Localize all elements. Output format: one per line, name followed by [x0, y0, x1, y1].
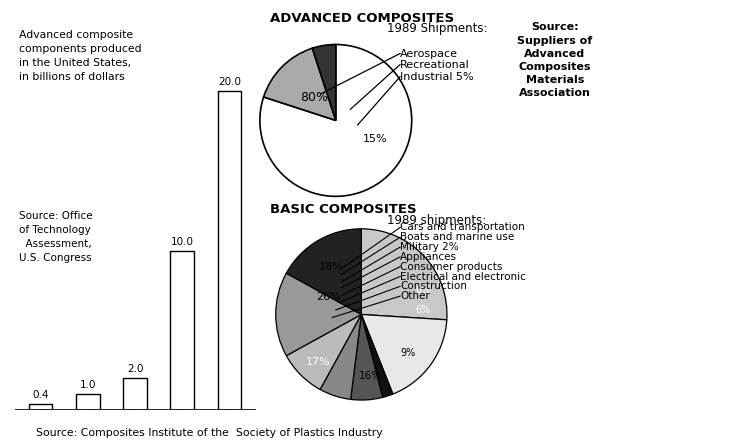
- Text: ADVANCED COMPOSITES: ADVANCED COMPOSITES: [270, 12, 454, 25]
- Wedge shape: [361, 229, 447, 320]
- Text: 10.0: 10.0: [171, 236, 193, 247]
- Text: Electrical and electronic: Electrical and electronic: [400, 272, 526, 281]
- Text: 80%: 80%: [301, 91, 328, 104]
- Wedge shape: [260, 45, 412, 196]
- Bar: [171, 251, 194, 410]
- Text: Cars and transportation: Cars and transportation: [400, 223, 525, 232]
- Bar: [28, 404, 53, 410]
- Wedge shape: [312, 45, 336, 120]
- Wedge shape: [350, 314, 383, 400]
- Text: 16%: 16%: [358, 371, 382, 381]
- Text: 6%: 6%: [415, 285, 431, 295]
- Text: Industrial 5%: Industrial 5%: [400, 72, 474, 82]
- Text: 9%: 9%: [401, 348, 416, 358]
- Text: Construction: Construction: [400, 281, 467, 291]
- Wedge shape: [276, 273, 361, 355]
- Text: 17%: 17%: [306, 356, 331, 367]
- Text: Recreational: Recreational: [400, 60, 470, 70]
- Bar: [76, 394, 99, 410]
- Text: Appliances: Appliances: [400, 252, 457, 262]
- Text: 0.4: 0.4: [32, 390, 49, 400]
- Wedge shape: [361, 314, 393, 397]
- Text: 1.0: 1.0: [80, 380, 96, 390]
- Wedge shape: [264, 48, 336, 120]
- Wedge shape: [286, 314, 361, 389]
- Text: 18%: 18%: [319, 262, 344, 273]
- Wedge shape: [320, 314, 361, 399]
- Text: Aerospace: Aerospace: [400, 49, 458, 58]
- Text: Other: Other: [400, 291, 430, 301]
- Text: 15%: 15%: [363, 134, 388, 145]
- Text: 6%: 6%: [415, 305, 431, 315]
- Bar: [218, 91, 242, 410]
- Text: Boats and marine use: Boats and marine use: [400, 232, 515, 242]
- Text: 2.0: 2.0: [127, 364, 143, 374]
- Text: Source:
Suppliers of
Advanced
Composites
Materials
Association: Source: Suppliers of Advanced Composites…: [517, 22, 593, 98]
- Text: Source: Composites Institute of the  Society of Plastics Industry: Source: Composites Institute of the Soci…: [36, 428, 383, 438]
- Text: Military 2%: Military 2%: [400, 242, 458, 252]
- Text: Source: Office
of Technology
  Assessment,
U.S. Congress: Source: Office of Technology Assessment,…: [19, 211, 93, 263]
- Bar: [123, 378, 147, 410]
- Wedge shape: [286, 229, 361, 314]
- Text: Consumer products: Consumer products: [400, 262, 502, 272]
- Wedge shape: [361, 314, 447, 394]
- Text: Advanced composite
components produced
in the United States,
in billions of doll: Advanced composite components produced i…: [19, 30, 142, 82]
- Text: BASIC COMPOSITES: BASIC COMPOSITES: [270, 203, 417, 216]
- Text: 20.0: 20.0: [218, 77, 241, 87]
- Text: 1989 shipments:: 1989 shipments:: [387, 214, 486, 227]
- Text: 1989 Shipments:: 1989 Shipments:: [387, 22, 488, 35]
- Text: 26%: 26%: [316, 292, 341, 302]
